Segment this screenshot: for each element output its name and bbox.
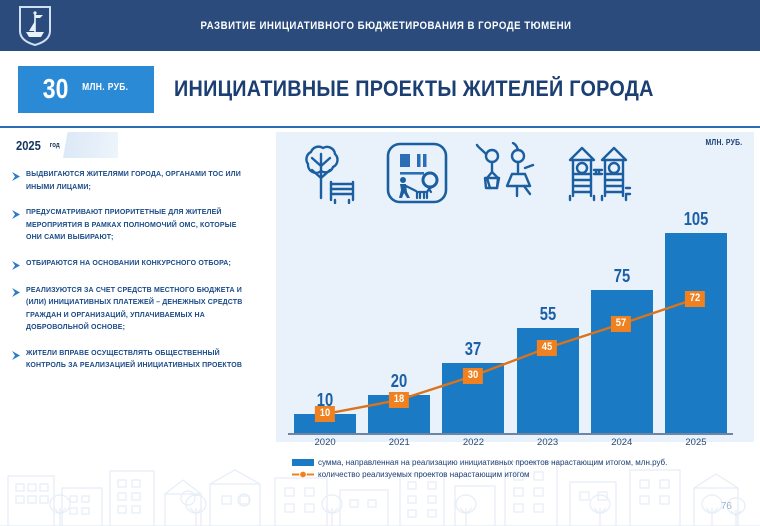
page-header: РАЗВИТИЕ ИНИЦИАТИВНОГО БЮДЖЕТИРОВАНИЯ В … (0, 0, 760, 51)
bar-value-label: 10 (316, 390, 334, 410)
amount-value: 30 (42, 73, 69, 104)
tyumen-coat-of-arms-ship-shield-icon (19, 6, 51, 46)
bar-value-label: 105 (683, 209, 709, 229)
dog-walking-area-sign-icon (386, 142, 448, 204)
bar-value-label: 20 (391, 371, 408, 391)
bar (590, 290, 653, 433)
list-item: ЖИТЕЛИ ВПРАВЕ ОСУЩЕСТВЛЯТЬ ОБЩЕСТВЕННЫЙ … (10, 347, 270, 372)
page-number: 76 (720, 501, 732, 512)
bar-group-2020: 10 (288, 207, 362, 433)
bar-value-label: 55 (539, 304, 556, 324)
chart-panel: МЛН. РУБ. (276, 132, 754, 448)
bar-value-label: 75 (613, 266, 630, 286)
title-row: 30 МЛН. РУБ. ИНИЦИАТИВНЫЕ ПРОЕКТЫ ЖИТЕЛЕ… (0, 61, 760, 117)
list-item-label: ЖИТЕЛИ ВПРАВЕ ОСУЩЕСТВЛЯТЬ ОБЩЕСТВЕННЫЙ … (26, 347, 243, 370)
title-divider (0, 126, 760, 128)
x-tick-label: 2021 (388, 437, 410, 448)
chevron-arrow-icon (12, 260, 20, 270)
bar-group-2024: 75 (585, 207, 659, 433)
chart-legend: сумма, направленная на реализацию инициа… (292, 458, 752, 482)
legend-bar-swatch-icon (292, 459, 314, 466)
bar-group-2023: 55 (511, 207, 585, 433)
list-item: ПРЕДУСМАТРИВАЮТ ПРИОРИТЕТНЫЕ ДЛЯ ЖИТЕЛЕЙ… (10, 206, 270, 244)
list-item-label: ПРЕДУСМАТРИВАЮТ ПРИОРИТЕТНЫЕ ДЛЯ ЖИТЕЛЕЙ… (26, 207, 237, 242)
chart-bars: 10 20 37 55 75 105 (288, 207, 733, 433)
bar-value-label: 37 (465, 339, 482, 359)
chevron-arrow-icon (12, 287, 20, 297)
legend-item-bar: сумма, направленная на реализацию инициа… (292, 458, 752, 467)
header-title: РАЗВИТИЕ ИНИЦИАТИВНОГО БЮДЖЕТИРОВАНИЯ В … (200, 19, 572, 32)
list-item: ВЫДВИГАЮТСЯ ЖИТЕЛЯМИ ГОРОДА, ОРГАНАМИ ТО… (10, 168, 270, 193)
x-tick-label: 2023 (537, 437, 559, 448)
list-item: ОТБИРАЮТСЯ НА ОСНОВАНИИ КОНКУРСНОГО ОТБО… (10, 257, 270, 271)
x-tick-label: 2024 (611, 437, 633, 448)
x-tick-label: 2025 (685, 437, 707, 448)
chevron-arrow-icon (12, 210, 20, 220)
dancing-people-icon (475, 142, 535, 198)
chevron-arrow-icon (12, 172, 20, 181)
legend-item-line: количество реализуемых проектов нарастаю… (292, 470, 752, 479)
bar (294, 414, 357, 433)
year-ribbon-value: 2025 (16, 137, 41, 153)
list-item-label: ОТБИРАЮТСЯ НА ОСНОВАНИИ КОНКУРСНОГО ОТБО… (26, 257, 231, 267)
list-item-label: РЕАЛИЗУЮТСЯ ЗА СЧЕТ СРЕДСТВ МЕСТНОГО БЮД… (26, 284, 243, 332)
page-title: ИНИЦИАТИВНЫЕ ПРОЕКТЫ ЖИТЕЛЕЙ ГОРОДА (174, 76, 654, 101)
legend-line-label: количество реализуемых проектов нарастаю… (318, 470, 530, 479)
list-item-label: ВЫДВИГАЮТСЯ ЖИТЕЛЯМИ ГОРОДА, ОРГАНАМИ ТО… (26, 169, 241, 191)
amount-badge: 30 МЛН. РУБ. (18, 65, 154, 113)
category-icon-row (290, 142, 636, 204)
x-tick-label: 2022 (462, 437, 484, 448)
chart-x-tick-labels: 2020 2021 2022 2023 2024 2025 (288, 437, 733, 448)
bar (516, 328, 579, 433)
chart-x-axis (288, 433, 733, 435)
chevron-arrow-icon (12, 350, 20, 360)
year-ribbon-word: год (49, 141, 60, 149)
bullet-list: ВЫДВИГАЮТСЯ ЖИТЕЛЯМИ ГОРОДА, ОРГАНАМИ ТО… (10, 168, 270, 385)
legend-line-swatch-icon (292, 470, 314, 479)
tree-and-bench-icon (305, 145, 355, 204)
bar (368, 395, 431, 433)
amount-unit: МЛН. РУБ. (81, 82, 129, 93)
x-tick-label: 2020 (314, 437, 336, 448)
bar-group-2025: 105 (659, 207, 733, 433)
legend-bar-label: сумма, направленная на реализацию инициа… (318, 458, 668, 467)
chart-unit-label: МЛН. РУБ. (705, 138, 742, 147)
list-item: РЕАЛИЗУЮТСЯ ЗА СЧЕТ СРЕДСТВ МЕСТНОГО БЮД… (10, 284, 270, 334)
year-ribbon: 2025 год (8, 132, 118, 158)
bar (664, 233, 727, 433)
playground-icon (568, 146, 632, 202)
left-panel: 2025 год ВЫДВИГАЮТСЯ ЖИТЕЛЯМИ ГОРОДА, ОР… (8, 132, 270, 442)
bar (442, 363, 505, 433)
bar-group-2021: 20 (362, 207, 436, 433)
bar-group-2022: 37 (436, 207, 510, 433)
